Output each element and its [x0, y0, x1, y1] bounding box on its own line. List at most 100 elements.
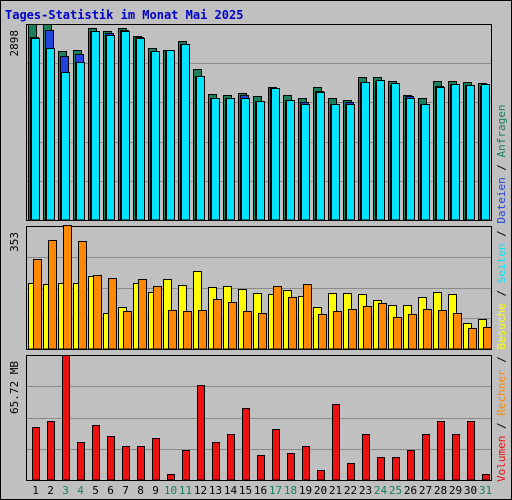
bar-volumen-day-16 [257, 455, 265, 481]
bar-volumen-day-15 [242, 408, 250, 481]
x-tick-label-day-31: 31 [479, 484, 492, 497]
x-tick-label-day-11: 11 [179, 484, 192, 497]
legend-item-dateien: Dateien [495, 177, 508, 223]
bar-volumen-day-4 [77, 442, 85, 481]
bar-volumen-day-31 [482, 474, 490, 481]
bar-volumen-day-2 [47, 421, 55, 481]
bar-seiten-day-25 [391, 83, 400, 221]
bar-volumen-day-5 [92, 425, 100, 481]
bar-seiten-day-26 [406, 98, 415, 221]
x-tick-label-day-10: 10 [164, 484, 177, 497]
bar-seiten-day-13 [211, 98, 220, 221]
bar-seiten-day-6 [106, 35, 115, 221]
bar-seiten-day-30 [466, 85, 475, 221]
bar-volumen-day-24 [377, 457, 385, 481]
bar-volumen-day-18 [287, 453, 295, 481]
bar-rechner-day-3 [63, 225, 72, 350]
bar-rechner-day-29 [453, 313, 462, 350]
bar-seiten-day-7 [121, 31, 130, 221]
legend-item-rechner: Rechner [495, 369, 508, 416]
bar-volumen-day-11 [182, 450, 190, 481]
bar-seiten-day-28 [436, 87, 445, 221]
bar-seiten-day-16 [256, 101, 265, 221]
bar-volumen-day-23 [362, 434, 370, 481]
bar-volumen-day-14 [227, 434, 235, 481]
bar-rechner-day-10 [168, 310, 177, 350]
bar-seiten-day-11 [181, 44, 190, 221]
x-tick-label-day-24: 24 [374, 484, 388, 497]
bar-volumen-day-8 [137, 446, 145, 481]
bar-rechner-day-15 [243, 311, 252, 350]
bar-rechner-day-6 [108, 278, 117, 350]
bar-seiten-day-9 [151, 51, 160, 221]
bar-volumen-day-26 [407, 450, 415, 481]
bar-volumen-day-20 [317, 470, 325, 481]
x-tick-label-day-26: 26 [404, 484, 417, 497]
bar-volumen-day-13 [212, 442, 220, 481]
x-tick-label-day-28: 28 [434, 484, 447, 497]
bar-rechner-day-24 [378, 303, 387, 350]
bar-rechner-day-19 [303, 284, 312, 350]
x-tick-label-day-18: 18 [284, 484, 297, 497]
bar-volumen-day-6 [107, 436, 115, 481]
bar-rechner-day-2 [48, 240, 57, 350]
chart-title: Tages-Statistik im Monat Mai 2025 [5, 8, 243, 22]
x-tick-label-day-29: 29 [449, 484, 462, 497]
bar-rechner-day-18 [288, 297, 297, 350]
bar-seiten-day-2 [46, 48, 55, 221]
bar-rechner-day-8 [138, 279, 147, 350]
bar-rechner-day-7 [123, 311, 132, 350]
x-tick-label-day-13: 13 [209, 484, 222, 497]
bar-rechner-day-9 [153, 286, 162, 350]
bar-volumen-day-1 [32, 427, 40, 481]
bar-seiten-day-23 [361, 82, 370, 221]
legend-item-besuche: Besuche [495, 303, 508, 349]
x-tick-label-day-4: 4 [77, 484, 84, 497]
bar-volumen-day-12 [197, 385, 205, 481]
x-tick-label-day-17: 17 [269, 484, 282, 497]
bar-volumen-day-22 [347, 463, 355, 481]
bar-volumen-day-10 [167, 474, 175, 481]
bar-rechner-day-17 [273, 286, 282, 350]
x-tick-label-day-5: 5 [92, 484, 99, 497]
bar-volumen-day-9 [152, 438, 160, 481]
bar-seiten-day-18 [286, 100, 295, 221]
panel-visits-ymax-label: 353 [8, 232, 21, 252]
x-tick-label-day-1: 1 [32, 484, 39, 497]
bar-rechner-day-5 [93, 275, 102, 350]
bar-volumen-day-17 [272, 429, 280, 481]
bar-rechner-day-12 [198, 310, 207, 350]
bar-volumen-day-25 [392, 457, 400, 481]
x-tick-label-day-7: 7 [122, 484, 129, 497]
x-tick-label-day-16: 16 [254, 484, 267, 497]
bar-volumen-day-7 [122, 446, 130, 481]
panel-requests-ymax-label: 2898 [8, 30, 21, 57]
x-tick-label-day-6: 6 [107, 484, 114, 497]
bar-seiten-day-3 [61, 72, 70, 221]
bar-seiten-day-21 [331, 104, 340, 221]
bar-seiten-day-24 [376, 80, 385, 221]
bar-seiten-day-14 [226, 98, 235, 221]
x-tick-label-day-22: 22 [344, 484, 357, 497]
bar-volumen-day-30 [467, 421, 475, 481]
bar-volumen-day-29 [452, 434, 460, 481]
bar-seiten-day-15 [241, 98, 250, 221]
bar-seiten-day-1 [31, 38, 40, 221]
x-tick-label-day-20: 20 [314, 484, 327, 497]
x-tick-label-day-15: 15 [239, 484, 252, 497]
bar-volumen-day-3 [62, 355, 70, 481]
bar-seiten-day-8 [136, 38, 145, 221]
bar-rechner-day-23 [363, 306, 372, 350]
legend-item-volumen: Volumen [495, 436, 508, 482]
bar-seiten-day-10 [166, 50, 175, 221]
legend-item-seiten: Seiten [495, 244, 508, 284]
x-tick-label-day-19: 19 [299, 484, 312, 497]
bar-rechner-day-14 [228, 302, 237, 350]
legend-separator: / [495, 157, 508, 177]
x-tick-label-day-30: 30 [464, 484, 477, 497]
bar-rechner-day-25 [393, 317, 402, 350]
legend-separator: / [495, 416, 508, 436]
legend-separator: / [495, 224, 508, 244]
bar-seiten-day-27 [421, 104, 430, 221]
